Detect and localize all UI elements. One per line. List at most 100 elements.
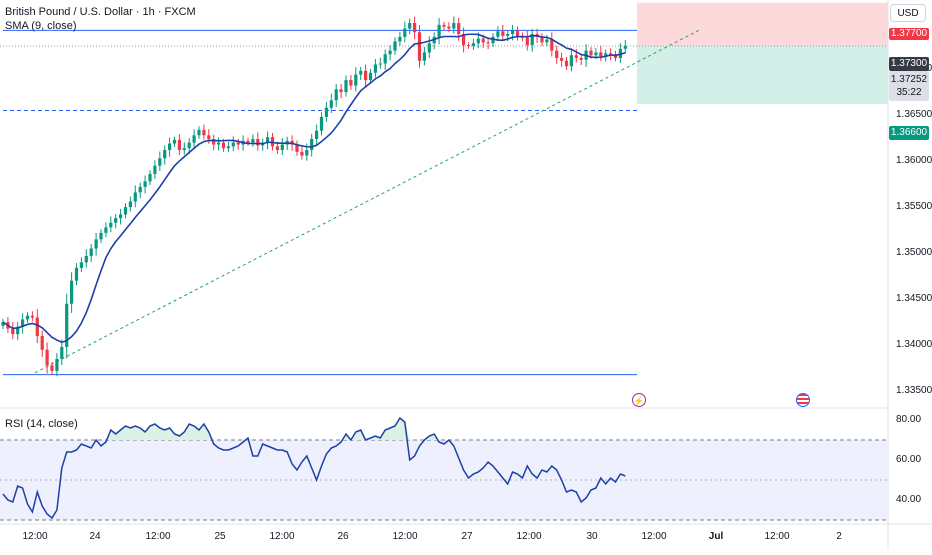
candle-body [177,139,181,151]
trend-line [34,29,701,374]
candle-body [55,358,59,371]
candle-body [403,28,407,37]
lightning-icon[interactable]: ⚡ [632,393,646,407]
sma-legend: SMA (9, close) [5,20,77,32]
candle-body [491,36,495,44]
currency-selector[interactable]: USD [890,4,926,22]
candle-body [30,315,34,318]
rsi-overbought-fill [248,438,253,440]
time-tick-label: 24 [89,531,101,542]
candle-body [427,43,431,53]
candle-body [324,107,328,117]
time-tick-label: 2 [836,531,842,542]
rsi-overbought-fill [399,418,405,440]
price-tick-label: 1.36500 [896,109,932,121]
candle-body [231,142,235,147]
candle-body [217,142,221,145]
sma-line [2,33,626,344]
candle-body [373,64,377,73]
us-flag-icon[interactable] [796,393,810,407]
candle-body [168,143,172,151]
candle-body [50,365,54,371]
candle-body [545,39,549,43]
candle-body [422,52,426,61]
price-tick-label: 1.36000 [896,155,932,167]
candle-body [187,142,191,149]
bar-countdown: 35:22 [896,87,922,98]
price-tick-label: 1.33500 [896,385,932,397]
candle-body [148,173,152,182]
candle-body [40,335,44,350]
rsi-overbought-fill [199,424,204,440]
time-tick-label: 25 [214,531,226,542]
candle-body [368,72,373,81]
candle-body [613,54,618,58]
time-tick-label: 12:00 [764,531,790,542]
candle-body [21,319,25,327]
candle-body [515,30,520,37]
candle-body [540,36,544,43]
candle-body [471,43,475,47]
candle-body [1,322,5,326]
rsi-overbought-fill [355,430,361,440]
candle-body [310,138,314,151]
candle-body [462,34,466,46]
time-tick-label: 27 [461,531,473,542]
candle-body [609,53,613,55]
candle-body [398,36,402,42]
candle-body [506,34,510,36]
rsi-overbought-fill [135,426,141,440]
candle-body [11,328,15,335]
last-price-value: 1.37252 [890,74,928,85]
chart-title: British Pound / U.S. Dollar · 1h · FXCM [5,6,196,18]
candle-body [319,116,324,131]
stop-price-tag: 1.37700 [889,28,929,40]
candle-body [123,207,128,215]
candle-body [511,30,515,35]
candle-body [99,232,103,240]
candle-body [207,135,211,139]
price-tick-label: 1.34500 [896,293,932,305]
candle-body [94,239,98,249]
candle-body [560,57,564,61]
rsi-overbought-fill [189,424,195,440]
candle-body [305,150,309,156]
candle-body [212,138,216,145]
candle-body [182,148,186,151]
candle-body [550,39,554,51]
rsi-overbought-fill [164,428,170,440]
candle-body [104,227,108,233]
rsi-tick-label: 80.00 [896,414,922,425]
candle-body [315,130,319,139]
rsi-overbought-fill [125,426,131,440]
candle-body [143,181,147,187]
candle-body [119,214,123,219]
candle-body [383,54,387,64]
candle-body [364,70,368,81]
candle-body [138,186,142,193]
candle-body [466,45,471,47]
candle-body [388,50,392,55]
rsi-overbought-fill [159,428,165,440]
time-tick-label: 12:00 [392,531,418,542]
candle-body [256,138,260,146]
stop-loss-zone [637,2,888,47]
rsi-overbought-fill [169,428,175,440]
candle-body [202,129,206,136]
candle-body [564,60,569,67]
target-price-tag: 1.36600 [889,126,929,140]
candle-body [437,24,441,37]
take-profit-zone [637,46,888,105]
candle-body [221,142,226,149]
time-tick-label: Jul [708,531,724,542]
candle-body [594,52,598,56]
rsi-tick-label: 40.00 [896,494,922,505]
candle-body [158,158,162,166]
candle-body [555,50,559,58]
candle-body [25,315,30,320]
candle-body [525,37,529,46]
candle-body [280,144,284,151]
candle-body [133,192,137,202]
